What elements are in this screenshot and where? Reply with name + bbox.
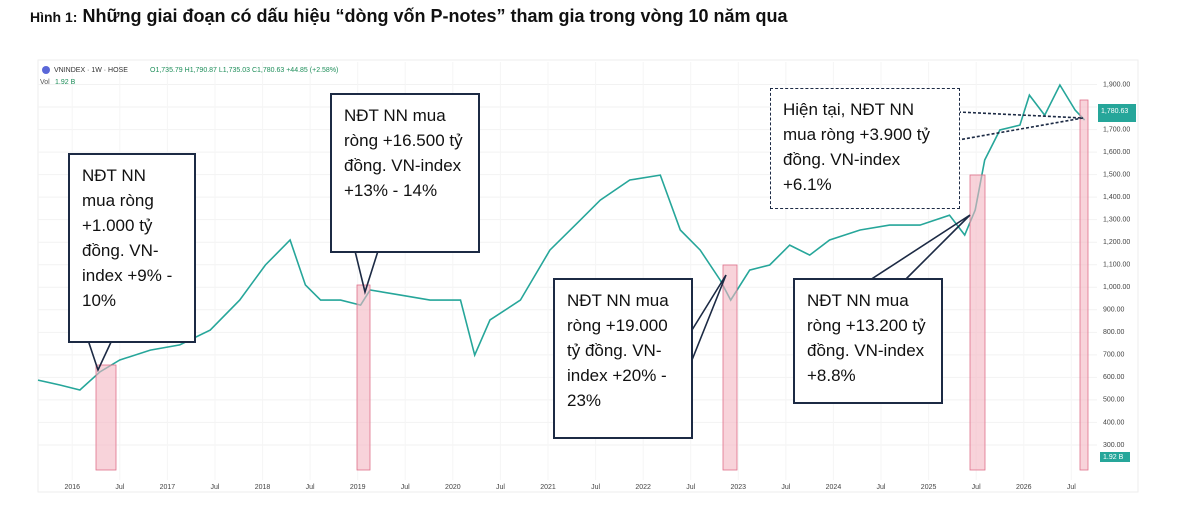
y-tick-label: 1,500.00	[1103, 171, 1130, 178]
y-tick-label: 500.00	[1103, 397, 1125, 404]
title-prefix: Hình 1:	[30, 9, 78, 25]
pointer	[87, 339, 113, 373]
x-tick-label: 2021	[540, 484, 556, 491]
y-tick-label: 400.00	[1103, 419, 1125, 426]
ohlc-header: O1,735.79 H1,790.87 L1,735.03 C1,780.63 …	[150, 67, 338, 74]
callout: NĐT NN mua ròng +16.500 tỷ đồng. VN-inde…	[330, 93, 480, 253]
y-tick-label: 1,600.00	[1103, 149, 1130, 156]
callout: Hiện tại, NĐT NN mua ròng +3.900 tỷ đồng…	[770, 88, 960, 209]
y-tick-label: 1,400.00	[1103, 194, 1130, 201]
y-tick-label: 800.00	[1103, 329, 1125, 336]
x-tick-label: 2025	[921, 484, 937, 491]
callout: NĐT NN mua ròng +1.000 tỷ đồng. VN-index…	[68, 153, 196, 343]
x-tick-label: 2020	[445, 484, 461, 491]
period	[969, 174, 986, 471]
y-tick-label: 600.00	[1103, 374, 1125, 381]
pointer	[691, 274, 727, 361]
x-tick-label: Jul	[1067, 484, 1076, 491]
x-tick-label: Jul	[306, 484, 315, 491]
x-tick-label: Jul	[115, 484, 124, 491]
price-tag-text: 1,780.63	[1101, 108, 1128, 115]
x-tick-label: Jul	[591, 484, 600, 491]
x-tick-label: 2026	[1016, 484, 1032, 491]
y-tick-label: 1,100.00	[1103, 262, 1130, 269]
x-tick-label: 2023	[731, 484, 747, 491]
period	[95, 364, 117, 471]
period	[722, 264, 738, 471]
volume-label: Vol	[40, 79, 50, 86]
x-tick-label: 2016	[64, 484, 80, 491]
y-tick-label: 700.00	[1103, 352, 1125, 359]
x-tick-label: Jul	[972, 484, 981, 491]
x-tick-label: 2017	[160, 484, 176, 491]
y-tick-label: 1,200.00	[1103, 239, 1130, 246]
price-tag	[1098, 104, 1136, 122]
x-tick-label: 2024	[826, 484, 842, 491]
x-tick-label: 2018	[255, 484, 271, 491]
y-tick-label: 300.00	[1103, 442, 1125, 449]
period	[1079, 99, 1089, 471]
x-tick-label: Jul	[401, 484, 410, 491]
y-tick-label: 1,300.00	[1103, 217, 1130, 224]
x-tick-label: Jul	[210, 484, 219, 491]
x-tick-label: Jul	[781, 484, 790, 491]
pointer	[957, 111, 1084, 141]
volume-header: 1.92 B	[55, 79, 76, 86]
symbol-icon	[42, 66, 50, 74]
title-text: Những giai đoạn có dấu hiệu “dòng vốn P-…	[82, 6, 788, 26]
highlight-periods	[95, 99, 1089, 471]
x-tick-label: 2019	[350, 484, 366, 491]
pointers	[87, 111, 1084, 373]
x-tick-label: Jul	[686, 484, 695, 491]
x-tick-label: 2022	[635, 484, 651, 491]
x-tick-label: Jul	[877, 484, 886, 491]
callout: NĐT NN mua ròng +19.000 tỷ đồng. VN-inde…	[553, 278, 693, 439]
callout: NĐT NN mua ròng +13.200 tỷ đồng. VN-inde…	[793, 278, 943, 404]
y-tick-label: 1,900.00	[1103, 81, 1130, 88]
x-tick-label: Jul	[496, 484, 505, 491]
volume-tag-text: 1.92 B	[1103, 454, 1124, 461]
figure-title: Hình 1: Những giai đoạn có dấu hiệu “dòn…	[30, 6, 788, 27]
volume-tag	[1100, 452, 1130, 462]
pointer	[354, 250, 379, 295]
y-tick-label: 1,700.00	[1103, 126, 1130, 133]
y-tick-label: 1,000.00	[1103, 284, 1130, 291]
symbol-header: VNINDEX · 1W · HOSE	[54, 67, 128, 74]
period	[356, 284, 371, 471]
y-tick-label: 900.00	[1103, 307, 1125, 314]
pointer	[869, 214, 971, 281]
